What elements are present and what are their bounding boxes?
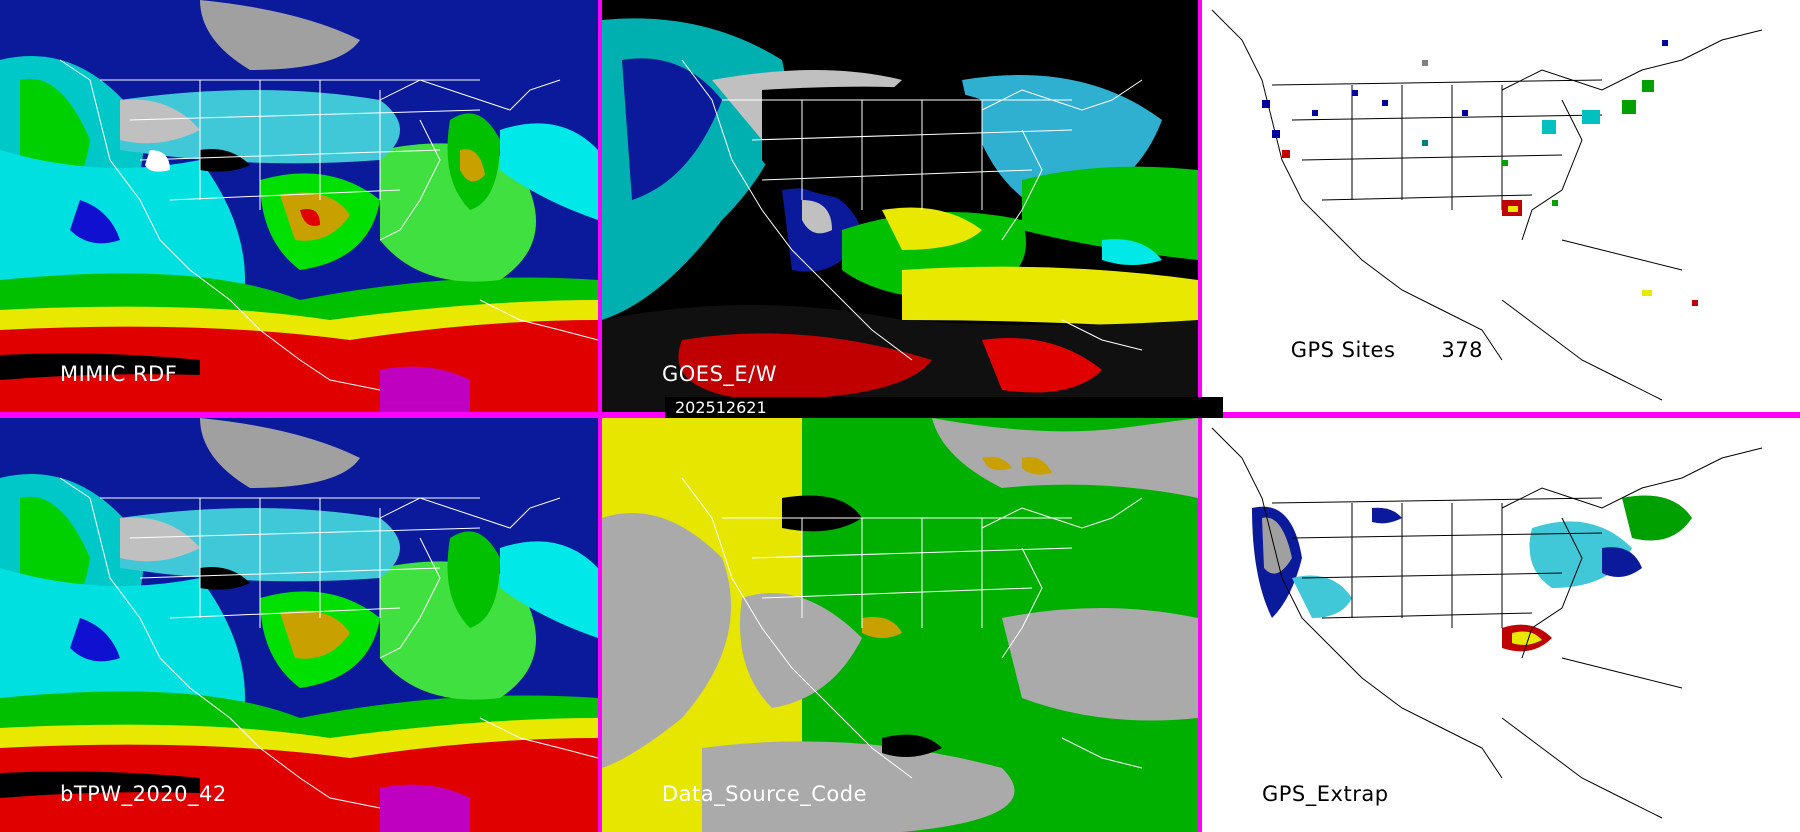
gps-site-markers: [1262, 40, 1698, 306]
panel-label-mimic: MIMIC RDF: [60, 362, 178, 386]
panel-gps-extrap: GPS_Extrap: [1202, 418, 1800, 832]
gps-sites-map: [1202, 0, 1800, 412]
panel-btpw: bTPW_2020_42: [0, 418, 598, 832]
panel-goes: GOES_E/W: [602, 0, 1198, 412]
gps-extrap-map: [1202, 418, 1800, 832]
gps-site-count: 378: [1441, 338, 1483, 362]
gps-sites-title: GPS Sites: [1290, 338, 1396, 362]
panel-label-goes: GOES_E/W: [662, 362, 778, 386]
panel-label-data-source: Data_Source_Code: [662, 782, 868, 806]
panel-label-gps-extrap: GPS_Extrap: [1262, 782, 1389, 806]
tpw-map-mimic: [0, 0, 598, 412]
panel-label-btpw: bTPW_2020_42: [60, 782, 227, 806]
data-source-map: [602, 418, 1198, 832]
panel-data-source: Data_Source_Code: [602, 418, 1198, 832]
timestamp-bar: 202512621: [665, 397, 1223, 418]
panel-label-gps-sites: GPS Sites 378: [1262, 314, 1483, 386]
tpw-map-btpw: [0, 418, 598, 832]
panel-mimic-rdf: MIMIC RDF: [0, 0, 598, 412]
panel-gps-sites: GPS Sites 378: [1202, 0, 1800, 412]
tpw-map-goes: [602, 0, 1198, 412]
